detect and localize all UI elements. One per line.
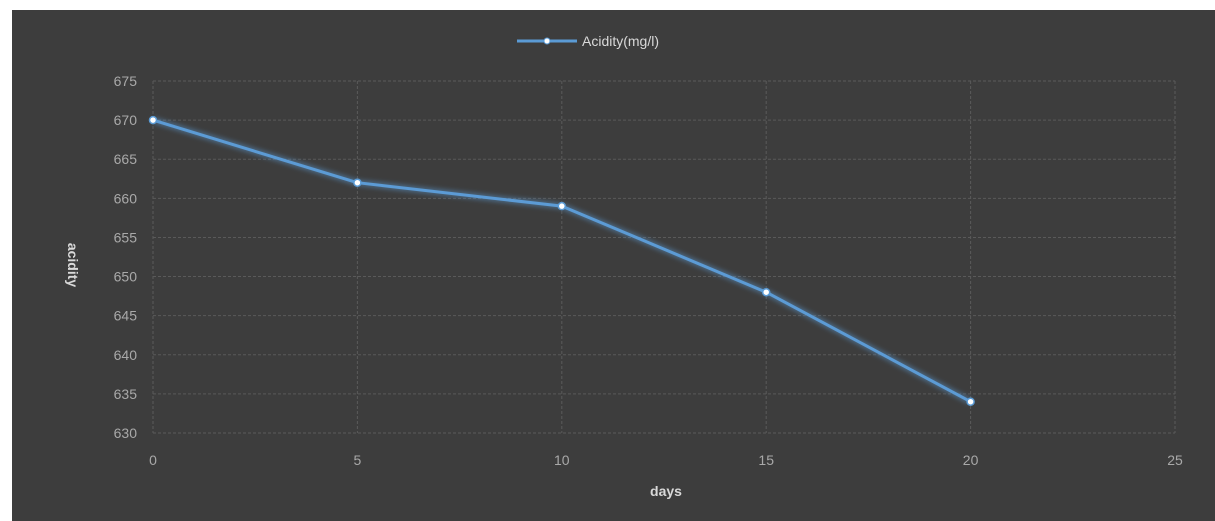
y-tick-label: 635 — [114, 386, 138, 402]
x-tick-label: 25 — [1167, 452, 1183, 468]
legend-marker — [543, 37, 551, 45]
series-layer — [148, 115, 975, 406]
x-tick-label: 10 — [554, 452, 570, 468]
y-tick-label: 650 — [114, 269, 138, 285]
y-axis-ticks: 630 635 640 645 650 655 660 665 670 675 — [114, 73, 138, 441]
x-tick-label: 20 — [963, 452, 979, 468]
data-point — [148, 115, 158, 125]
y-tick-label: 645 — [114, 308, 138, 324]
y-tick-label: 655 — [114, 229, 138, 245]
y-tick-label: 665 — [114, 151, 138, 167]
x-tick-label: 0 — [149, 452, 157, 468]
legend: Acidity(mg/l) — [517, 33, 659, 49]
gridlines — [152, 80, 1176, 434]
y-tick-label: 670 — [114, 112, 138, 128]
y-tick-label: 640 — [114, 347, 138, 363]
legend-label: Acidity(mg/l) — [582, 33, 659, 49]
data-point — [966, 397, 975, 406]
x-axis-title: days — [650, 483, 682, 499]
data-point — [557, 201, 567, 211]
data-point — [761, 287, 771, 297]
y-tick-label: 660 — [114, 190, 138, 206]
y-tick-label: 630 — [114, 425, 138, 441]
data-point — [353, 178, 362, 187]
line-chart: 630 635 640 645 650 655 660 665 670 675 0 5 10 15 20 2… — [65, 33, 1183, 499]
chart-area: 630 635 640 645 650 655 660 665 670 675 0 5 10 15 20 2… — [12, 10, 1215, 521]
y-axis-title: acidity — [65, 243, 81, 288]
x-tick-label: 15 — [758, 452, 774, 468]
y-tick-label: 675 — [114, 73, 138, 89]
x-tick-label: 5 — [354, 452, 362, 468]
x-axis-ticks: 0 5 10 15 20 25 — [149, 452, 1183, 468]
